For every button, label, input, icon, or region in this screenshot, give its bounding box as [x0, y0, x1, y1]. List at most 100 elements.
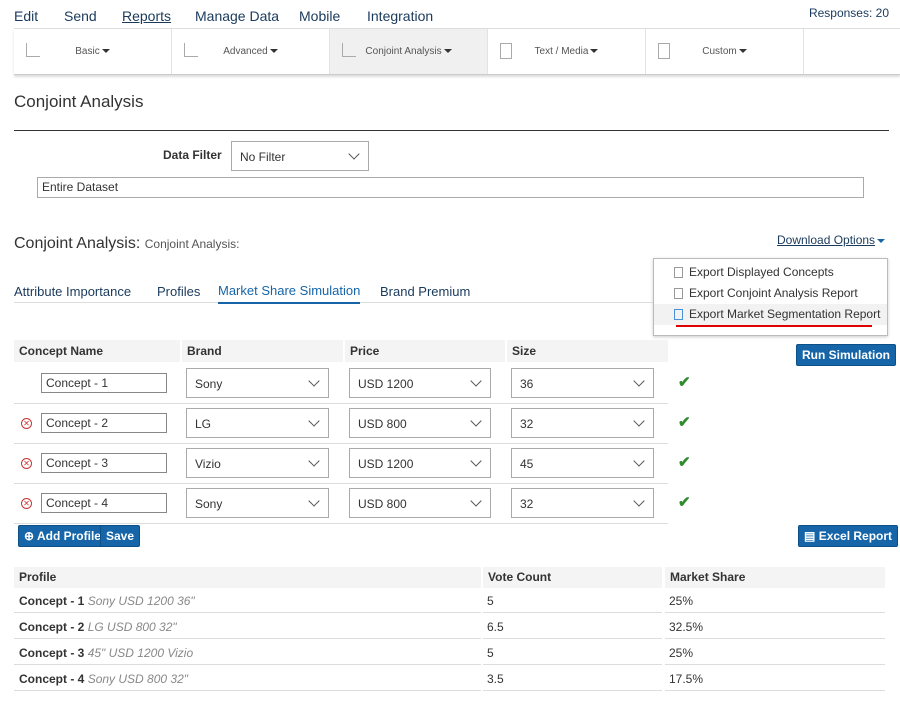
col-size: Size — [507, 340, 668, 362]
remove-concept-icon[interactable]: ✕ — [21, 418, 32, 429]
excel-report-button[interactable]: ▤ Excel Report — [798, 525, 899, 547]
tab-brand-premium[interactable]: Brand Premium — [380, 284, 471, 299]
tab-attribute-importance[interactable]: Attribute Importance — [14, 284, 132, 299]
caret-down-icon — [738, 49, 747, 54]
menu-export-market-segmentation-report[interactable]: Export Market Segmentation Report — [654, 304, 887, 325]
responses-count: Responses: 20 — [808, 6, 889, 20]
row-divider — [483, 612, 662, 613]
concept-name-input[interactable]: Concept - 1 — [41, 373, 167, 393]
chevron-down-icon — [308, 495, 320, 507]
file-excel-icon: ▤ — [804, 529, 816, 543]
select-value: Vizio — [195, 457, 221, 471]
tab-market-share-simulation[interactable]: Market Share Simulation — [218, 283, 361, 304]
profile-name: Concept - 4 — [19, 672, 85, 686]
caret-down-icon — [269, 49, 278, 54]
profile-cell: Concept - 2 LG USD 800 32" — [19, 620, 177, 634]
select-value: USD 1200 — [358, 457, 414, 471]
file-icon — [674, 267, 683, 278]
toolbar-label: Custom — [702, 46, 737, 57]
concept-name-input[interactable]: Concept - 3 — [41, 453, 167, 473]
nav-integration[interactable]: Integration — [367, 8, 434, 24]
check-icon: ✔ — [678, 414, 691, 431]
save-button[interactable]: Save — [100, 525, 141, 547]
market-share-cell: 32.5% — [669, 620, 704, 634]
brand-select[interactable]: Sony — [186, 488, 329, 518]
row-divider — [14, 612, 481, 613]
brand-select[interactable]: LG — [186, 408, 329, 438]
toolbar-label: Basic — [75, 46, 100, 57]
excel-label: Excel Report — [818, 529, 893, 543]
toolbar-advanced[interactable]: Advanced — [172, 29, 330, 74]
col-brand: Brand — [182, 340, 343, 362]
row-divider — [14, 483, 668, 484]
add-profile-label: Add Profile — [36, 529, 101, 543]
price-select[interactable]: USD 800 — [349, 488, 491, 518]
add-profile-button[interactable]: ⊕ Add Profile — [18, 525, 107, 547]
toolbar-conjoint-analysis[interactable]: Conjoint Analysis — [330, 29, 488, 74]
bar-chart-icon — [342, 43, 356, 57]
profile-desc: 45" USD 1200 Vizio — [87, 646, 194, 660]
select-value: Sony — [195, 497, 223, 511]
price-select[interactable]: USD 1200 — [349, 368, 491, 398]
concept-name-input[interactable]: Concept - 2 — [41, 413, 167, 433]
highlight-underline — [676, 325, 872, 327]
col-vote-count: Vote Count — [483, 567, 662, 588]
profile-desc: Sony USD 800 32" — [87, 672, 189, 686]
profile-cell: Concept - 4 Sony USD 800 32" — [19, 672, 188, 686]
toolbar-basic[interactable]: Basic — [14, 29, 172, 74]
menu-export-conjoint-report[interactable]: Export Conjoint Analysis Report — [654, 283, 887, 304]
vote-count-cell: 5 — [487, 594, 494, 608]
size-select[interactable]: 32 — [511, 488, 654, 518]
chevron-down-icon — [470, 495, 482, 507]
nav-edit[interactable]: Edit — [14, 8, 39, 24]
col-profile: Profile — [14, 567, 481, 588]
plus-circle-icon: ⊕ — [24, 529, 35, 543]
market-share-cell: 17.5% — [669, 672, 704, 686]
file-icon — [674, 288, 683, 299]
toolbar-custom[interactable]: Custom — [646, 29, 804, 74]
profile-cell: Concept - 1 Sony USD 1200 36" — [19, 594, 195, 608]
run-simulation-button[interactable]: Run Simulation — [796, 344, 896, 366]
remove-concept-icon[interactable]: ✕ — [21, 498, 32, 509]
profile-desc: Sony USD 1200 36" — [87, 594, 195, 608]
file-icon — [674, 309, 683, 320]
select-value: No Filter — [240, 150, 286, 164]
profile-name: Concept - 3 — [19, 646, 85, 660]
row-divider — [665, 612, 885, 613]
chevron-down-icon — [470, 415, 482, 427]
data-filter-select[interactable]: No Filter — [231, 141, 369, 171]
nav-send[interactable]: Send — [64, 8, 97, 24]
nav-reports[interactable]: Reports — [122, 8, 172, 24]
chevron-down-icon — [348, 148, 360, 160]
price-select[interactable]: USD 800 — [349, 408, 491, 438]
nav-manage-data[interactable]: Manage Data — [195, 8, 280, 24]
chevron-down-icon — [633, 495, 645, 507]
menu-export-displayed-concepts[interactable]: Export Displayed Concepts — [654, 262, 887, 283]
row-divider — [665, 664, 885, 665]
download-options-button[interactable]: Download Options — [777, 233, 886, 247]
row-divider — [665, 690, 885, 691]
market-share-cell: 25% — [669, 594, 694, 608]
tab-profiles[interactable]: Profiles — [157, 284, 201, 299]
price-select[interactable]: USD 1200 — [349, 448, 491, 478]
brand-select[interactable]: Sony — [186, 368, 329, 398]
brand-select[interactable]: Vizio — [186, 448, 329, 478]
caret-down-icon — [443, 49, 452, 54]
concept-name-input[interactable]: Concept - 4 — [41, 493, 167, 513]
chevron-down-icon — [308, 455, 320, 467]
size-select[interactable]: 32 — [511, 408, 654, 438]
select-value: 36 — [520, 377, 534, 391]
col-concept-name: Concept Name — [14, 340, 180, 362]
size-select[interactable]: 36 — [511, 368, 654, 398]
profile-cell: Concept - 3 45" USD 1200 Vizio — [19, 646, 193, 660]
size-select[interactable]: 45 — [511, 448, 654, 478]
nav-mobile[interactable]: Mobile — [299, 8, 341, 24]
toolbar-text-media[interactable]: Text / Media — [488, 29, 646, 74]
row-divider — [14, 638, 481, 639]
menu-label: Export Market Segmentation Report — [689, 307, 881, 321]
row-divider — [483, 638, 662, 639]
chevron-down-icon — [470, 455, 482, 467]
remove-concept-icon[interactable]: ✕ — [21, 458, 32, 469]
select-value: 32 — [520, 417, 534, 431]
select-value: USD 800 — [358, 417, 407, 431]
